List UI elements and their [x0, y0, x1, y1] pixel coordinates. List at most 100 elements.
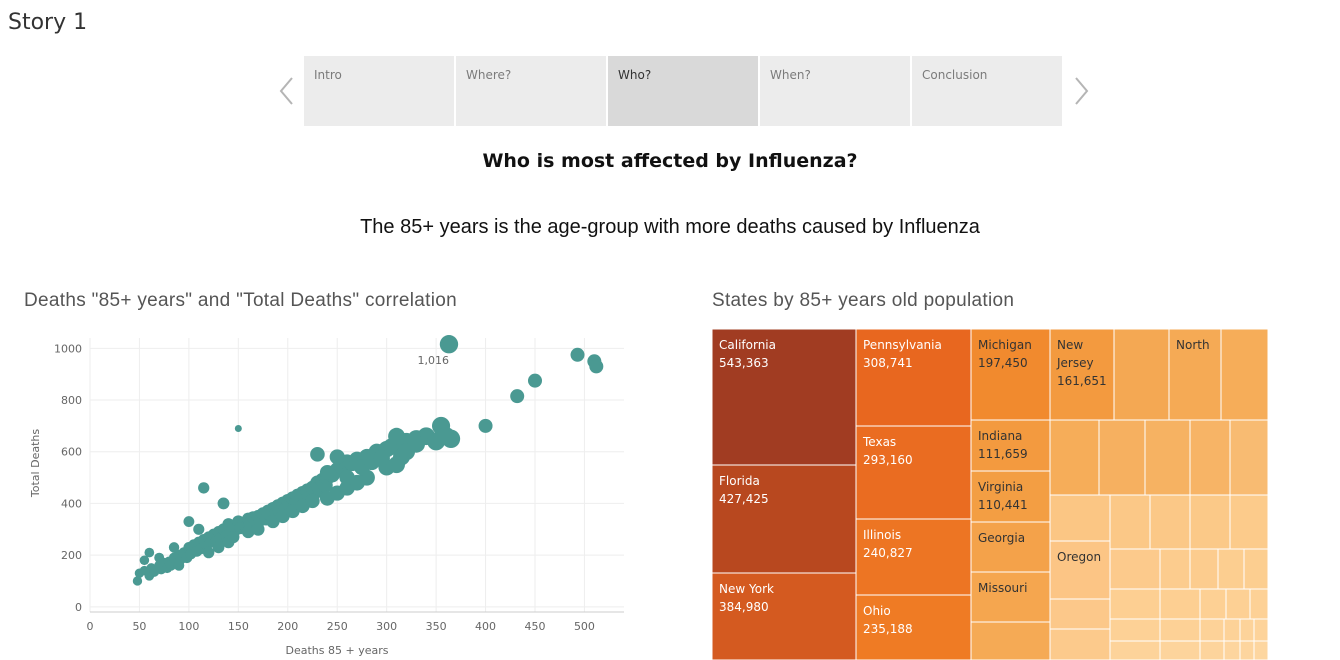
data-point[interactable] [139, 555, 150, 566]
treemap-cell[interactable] [1049, 628, 1111, 660]
treemap-cell[interactable] [970, 621, 1051, 660]
tab-who[interactable]: Who? [608, 56, 758, 126]
treemap-cell[interactable] [970, 419, 1051, 472]
treemap-cell[interactable] [1229, 419, 1268, 496]
treemap-chart[interactable]: California 543,363 Florida 427,425 New York 3… [712, 329, 1268, 660]
treemap-cell[interactable] [712, 572, 857, 660]
treemap-cell[interactable] [970, 329, 1051, 421]
next-arrow-icon[interactable] [1068, 74, 1092, 108]
treemap-cell[interactable] [1225, 588, 1251, 620]
treemap-cell[interactable] [1189, 494, 1231, 550]
data-point[interactable] [439, 335, 459, 354]
data-point[interactable] [193, 523, 205, 535]
treemap-cell[interactable] [1253, 618, 1268, 642]
treemap-value-label: 197,450 [978, 356, 1028, 370]
treemap-cell[interactable] [1049, 494, 1111, 542]
treemap-cell[interactable] [1189, 419, 1231, 496]
treemap-cell[interactable] [855, 594, 972, 660]
treemap-cell[interactable] [1223, 640, 1241, 660]
treemap-state-label: Florida [719, 474, 760, 488]
treemap-cell[interactable] [970, 521, 1051, 573]
treemap-cell[interactable] [855, 329, 972, 427]
data-point[interactable] [212, 541, 225, 554]
data-point[interactable] [329, 449, 345, 465]
data-point[interactable] [266, 514, 280, 529]
treemap-cell[interactable] [1049, 598, 1111, 630]
treemap-cell[interactable] [970, 470, 1051, 523]
data-point[interactable] [241, 525, 255, 539]
data-point[interactable] [310, 447, 325, 462]
treemap-cell[interactable] [1199, 640, 1225, 660]
treemap-cell[interactable] [1109, 618, 1161, 642]
treemap-cell[interactable] [1243, 548, 1268, 590]
data-point[interactable] [589, 359, 604, 374]
data-point[interactable] [528, 373, 542, 388]
treemap-state-label: North [1176, 338, 1210, 352]
treemap-cell[interactable] [1189, 548, 1219, 590]
treemap-cell[interactable] [1149, 494, 1191, 550]
data-point[interactable] [251, 522, 265, 536]
treemap-cell[interactable] [1049, 540, 1111, 600]
treemap-state-label: Virginia [978, 480, 1023, 494]
treemap-cell[interactable] [1159, 618, 1201, 642]
data-point[interactable] [339, 469, 355, 486]
treemap-state-label: Michigan [978, 338, 1032, 352]
treemap-cell[interactable] [1159, 548, 1191, 590]
treemap-cell[interactable] [1159, 640, 1201, 660]
data-point[interactable] [407, 435, 426, 453]
data-point[interactable] [217, 497, 230, 510]
treemap-cell[interactable] [1159, 588, 1201, 620]
data-point[interactable] [510, 389, 525, 404]
treemap-cell[interactable] [1220, 329, 1268, 421]
treemap-cell[interactable] [1113, 329, 1170, 421]
data-point[interactable] [388, 456, 405, 474]
treemap-cell[interactable] [1199, 618, 1225, 642]
treemap-cell[interactable] [1223, 618, 1241, 642]
treemap-cell[interactable] [1049, 419, 1100, 496]
treemap-cell[interactable] [1144, 419, 1191, 496]
treemap-value-label: 543,363 [719, 356, 769, 370]
tab-conclusion[interactable]: Conclusion [912, 56, 1062, 126]
treemap-cell[interactable] [1098, 419, 1146, 496]
treemap-cell[interactable] [1109, 588, 1161, 620]
treemap-cell[interactable] [712, 329, 857, 466]
data-point[interactable] [154, 552, 165, 563]
scatter-chart[interactable]: 0 50 100 150 200 250 300 350 400 450 500 0 200 400 600… [22, 330, 642, 660]
treemap-cell[interactable] [1253, 640, 1268, 660]
data-point[interactable] [441, 429, 461, 449]
treemap-cell[interactable] [1249, 588, 1268, 620]
data-point[interactable] [144, 547, 155, 558]
data-point[interactable] [319, 464, 335, 480]
data-point[interactable] [478, 418, 493, 433]
treemap-cell[interactable] [1109, 494, 1151, 550]
treemap-cell[interactable] [1217, 548, 1245, 590]
x-tick-label: 50 [132, 620, 146, 633]
tab-intro[interactable]: Intro [304, 56, 454, 126]
tab-where[interactable]: Where? [456, 56, 606, 126]
treemap-cell[interactable] [1199, 588, 1227, 620]
data-point[interactable] [570, 347, 585, 362]
treemap-cell[interactable] [1049, 329, 1115, 421]
data-point[interactable] [168, 542, 180, 553]
treemap-cell[interactable] [1109, 548, 1161, 590]
treemap-value-label: 240,827 [863, 546, 913, 560]
y-tick-label: 400 [61, 497, 82, 510]
treemap-cell[interactable] [712, 464, 857, 574]
treemap-cell[interactable] [1109, 640, 1161, 660]
treemap-cell[interactable] [1168, 329, 1222, 421]
data-point[interactable] [183, 516, 195, 527]
data-point[interactable] [173, 560, 185, 571]
data-point[interactable] [198, 482, 210, 494]
treemap-cell[interactable] [1229, 494, 1268, 550]
data-point[interactable] [132, 576, 143, 586]
data-point[interactable] [227, 530, 240, 544]
data-point[interactable] [202, 546, 215, 559]
data-point[interactable] [373, 449, 390, 467]
treemap-cell[interactable] [1239, 640, 1255, 660]
treemap-cell[interactable] [970, 571, 1051, 623]
data-point[interactable] [305, 493, 320, 509]
tab-when[interactable]: When? [760, 56, 910, 126]
treemap-cell[interactable] [1239, 618, 1255, 642]
previous-arrow-icon[interactable] [276, 74, 300, 108]
data-point[interactable] [234, 424, 242, 432]
